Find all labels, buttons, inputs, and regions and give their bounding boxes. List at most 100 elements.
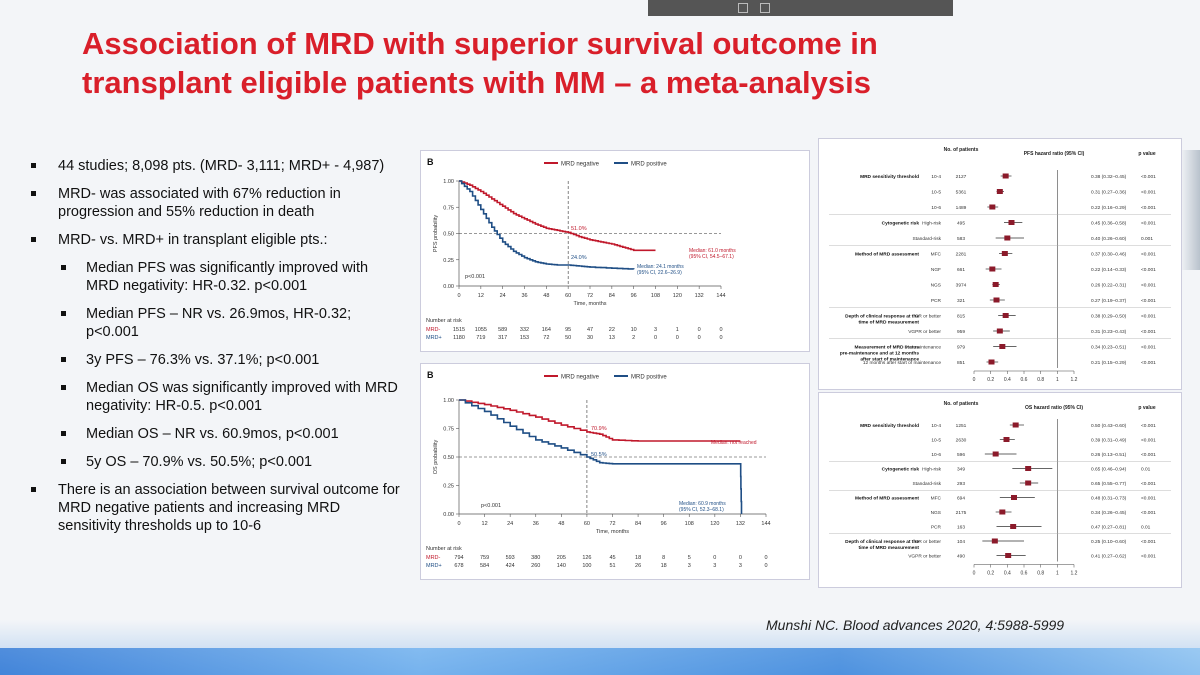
hr-marker	[992, 451, 999, 457]
chart-annotation: 70.9%	[591, 426, 607, 432]
x-tick-label: 36	[533, 521, 539, 527]
hr-marker	[1001, 251, 1008, 256]
x-tick-label: 72	[587, 293, 593, 299]
km-curve-mrd-positive	[459, 180, 635, 270]
risk-table-cell: 678	[454, 563, 463, 569]
x-tick-label: 60	[584, 521, 590, 527]
row-label: NGS	[931, 283, 941, 289]
row-label: 10-4	[931, 423, 941, 429]
y-tick-label: 1.00	[443, 398, 454, 404]
row-patient-count: 979	[957, 345, 965, 351]
row-hr-text: 0.41 (0.27–0.62)	[1091, 554, 1127, 560]
risk-table-cell: 260	[531, 563, 540, 569]
row-patient-count: 5361	[956, 190, 967, 196]
risk-table-cell: 0	[719, 335, 722, 341]
row-p-value: <0.001	[1141, 329, 1156, 335]
risk-table-cell: 8	[662, 555, 665, 561]
x-tick-label: 48	[543, 293, 549, 299]
row-label: PCR	[931, 525, 942, 531]
bullet-item: MRD- vs. MRD+ in transplant eligible pts…	[28, 231, 400, 249]
row-label: NGS	[931, 510, 941, 516]
row-label: NGF	[931, 267, 941, 273]
x-tick-label: 0	[973, 377, 976, 383]
citation: Munshi NC. Blood advances 2020, 4:5988-5…	[766, 617, 1065, 633]
risk-table-cell: 794	[454, 555, 463, 561]
column-header-p: p value	[1138, 151, 1155, 157]
subgroup-label: time of MRD measurement	[858, 545, 919, 551]
row-patient-count: 661	[957, 267, 965, 273]
risk-table-cell: 317	[498, 335, 507, 341]
window-button-icon[interactable]	[760, 3, 770, 13]
chart-annotation: p<0.001	[465, 274, 485, 280]
row-hr-text: 0.40 (0.26–0.60)	[1091, 236, 1127, 242]
row-p-value: <0.001	[1141, 252, 1156, 258]
x-tick-label: 0.2	[987, 377, 994, 383]
hr-marker	[999, 344, 1006, 349]
x-tick-label: 0	[457, 521, 460, 527]
y-tick-label: 0.50	[443, 455, 454, 461]
row-patient-count: 1251	[956, 423, 967, 429]
chart-annotation: Median: not reached	[711, 440, 757, 446]
hr-marker	[989, 266, 996, 272]
row-patient-count: 104	[957, 539, 965, 545]
row-patient-count: 293	[957, 481, 965, 487]
risk-table-cell: 1055	[475, 327, 487, 333]
risk-table-cell: 100	[582, 563, 591, 569]
risk-table-cell: 47	[587, 327, 593, 333]
y-tick-label: 0.00	[443, 284, 454, 290]
risk-table-cell: 3	[739, 563, 742, 569]
hr-marker	[996, 189, 1003, 194]
risk-table-cell: 205	[557, 555, 566, 561]
row-p-value: <0.001	[1141, 423, 1156, 429]
sub-bullet-item: Median OS was significantly improved wit…	[28, 379, 400, 415]
row-label: High-risk	[922, 221, 942, 227]
risk-table-cell: 1	[676, 327, 679, 333]
row-hr-text: 0.47 (0.27–0.81)	[1091, 525, 1127, 531]
subgroup-label: after start of maintenance	[860, 357, 919, 363]
column-header-patients: No. of patients	[944, 401, 979, 407]
row-patient-count: 349	[957, 467, 965, 473]
risk-table-cell: 126	[582, 555, 591, 561]
column-header-measure: OS hazard ratio (95% CI)	[1025, 405, 1083, 411]
row-patient-count: 490	[957, 554, 965, 560]
subgroup-label: Cytogenetic risk	[882, 467, 920, 473]
subgroup-label: time of MRD measurement	[858, 320, 919, 326]
x-tick-label: 84	[609, 293, 615, 299]
subgroup-label: Method of MRD assessment	[855, 496, 919, 502]
x-tick-label: 0	[973, 571, 976, 577]
subgroup-label: MRD sensitivity threshold	[860, 174, 919, 180]
row-label: 10-6	[931, 452, 941, 458]
risk-table-cell: 589	[498, 327, 507, 333]
row-p-value: <0.001	[1141, 452, 1156, 458]
x-tick-label: 132	[736, 521, 745, 527]
row-p-value: 0.01	[1141, 467, 1151, 473]
risk-table-cell: 584	[480, 563, 489, 569]
hr-marker	[1025, 480, 1032, 486]
bullet-list: 44 studies; 8,098 pts. (MRD- 3,111; MRD+…	[28, 157, 400, 545]
x-tick-label: 60	[565, 293, 571, 299]
row-patient-count: 2127	[956, 174, 967, 180]
row-patient-count: 2630	[956, 438, 967, 444]
chart-annotation: 50.5%	[591, 452, 607, 458]
row-hr-text: 0.45 (0.36–0.58)	[1091, 221, 1127, 227]
x-tick-label: 96	[631, 293, 637, 299]
panel-letter: B	[427, 157, 434, 167]
risk-table-cell: 0	[676, 335, 679, 341]
row-label: CR or better	[915, 539, 942, 545]
risk-table-cell: 3	[688, 563, 691, 569]
legend-label: MRD negative	[561, 162, 600, 168]
risk-table-cell: 593	[506, 555, 515, 561]
row-hr-text: 0.22 (0.14–0.33)	[1091, 267, 1127, 273]
row-p-value: <0.001	[1141, 345, 1156, 351]
risk-table-cell: 0	[654, 335, 657, 341]
risk-table-cell: 0	[698, 327, 701, 333]
column-header-p: p value	[1138, 405, 1155, 411]
window-toolbar	[648, 0, 953, 16]
row-p-value: <0.001	[1141, 314, 1156, 320]
window-button-icon[interactable]	[738, 3, 748, 13]
hr-marker	[1008, 220, 1015, 225]
legend-label: MRD positive	[631, 162, 667, 168]
hr-marker	[988, 359, 995, 365]
risk-table-cell: 72	[543, 335, 549, 341]
risk-table-cell: 0	[764, 555, 767, 561]
